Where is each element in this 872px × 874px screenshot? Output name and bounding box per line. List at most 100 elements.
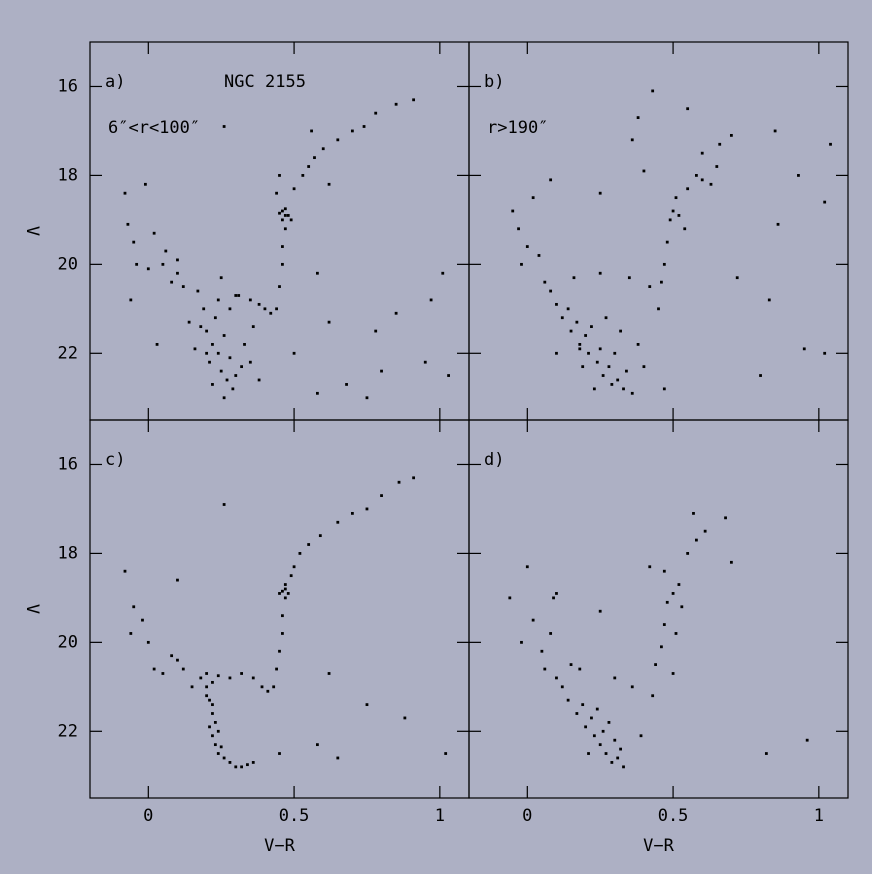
star-point — [729, 560, 733, 564]
star-point — [622, 387, 625, 391]
star-point — [298, 552, 302, 555]
star-point — [572, 276, 576, 280]
panel-label: a) — [105, 72, 125, 92]
star-point — [281, 209, 284, 213]
star-point — [275, 191, 278, 195]
star-point — [776, 222, 780, 226]
star-point — [278, 649, 281, 653]
star-point — [281, 614, 284, 618]
star-point — [581, 365, 585, 369]
star-point — [283, 214, 287, 217]
x-axis-label: V−R — [264, 836, 295, 856]
star-point — [587, 351, 590, 355]
panel-frame — [89, 419, 470, 799]
star-point — [441, 271, 445, 275]
star-point — [260, 685, 264, 689]
star-point — [123, 569, 127, 573]
star-point — [540, 649, 544, 653]
star-point — [205, 672, 209, 675]
star-point — [630, 391, 634, 395]
star-point — [598, 271, 602, 275]
star-point — [668, 218, 672, 222]
star-point — [642, 169, 646, 173]
panel-subtitle: 6″<r<100″ — [108, 118, 200, 138]
panel-frame — [468, 419, 849, 799]
star-point — [286, 214, 290, 217]
star-point — [560, 685, 564, 689]
star-point — [625, 369, 628, 373]
star-point — [216, 351, 220, 355]
y-tick-label: 20 — [58, 254, 78, 274]
star-point — [662, 262, 666, 266]
star-point — [531, 196, 535, 200]
star-point — [374, 111, 378, 115]
star-point — [240, 365, 243, 369]
star-point — [211, 383, 214, 386]
star-point — [764, 752, 768, 755]
star-point — [246, 763, 249, 767]
star-point — [126, 222, 130, 226]
star-point — [208, 725, 211, 729]
star-point — [660, 280, 663, 284]
star-point — [648, 285, 652, 288]
star-point — [310, 129, 313, 133]
star-point — [584, 725, 588, 729]
star-point — [598, 191, 602, 195]
star-point — [601, 729, 605, 733]
star-point — [228, 761, 232, 764]
star-point — [549, 632, 553, 635]
star-point — [170, 280, 174, 284]
star-point — [129, 632, 133, 635]
star-point — [595, 360, 599, 364]
star-point — [805, 738, 809, 742]
star-point — [234, 765, 238, 769]
star-point — [584, 334, 588, 337]
star-point — [587, 752, 590, 755]
star-point — [141, 618, 144, 622]
star-point — [278, 211, 281, 215]
star-point — [613, 738, 617, 742]
star-point — [566, 307, 570, 311]
y-tick-label: 16 — [58, 76, 78, 96]
star-point — [190, 685, 194, 689]
star-point — [275, 307, 278, 311]
star-point — [205, 351, 209, 355]
star-point — [555, 351, 558, 355]
star-point — [211, 734, 214, 738]
star-point — [336, 520, 340, 524]
star-point — [686, 187, 690, 191]
star-point — [257, 378, 261, 382]
star-point — [193, 347, 197, 351]
star-point — [619, 329, 622, 333]
star-point — [598, 609, 602, 613]
star-point — [234, 374, 238, 377]
star-point — [365, 396, 369, 400]
star-point — [278, 752, 281, 755]
x-tick-label: 1 — [814, 806, 824, 826]
star-point — [362, 125, 366, 128]
x-axis-label: V−R — [643, 836, 674, 856]
star-point — [216, 729, 220, 733]
star-point — [700, 151, 704, 155]
star-point — [202, 307, 206, 311]
star-point — [592, 734, 596, 738]
star-point — [531, 618, 535, 622]
star-point — [248, 298, 252, 302]
star-point — [211, 680, 214, 684]
star-point — [278, 174, 281, 177]
y-axis-label: V — [22, 226, 42, 236]
star-point — [228, 356, 232, 360]
star-point — [598, 347, 602, 351]
star-point — [289, 574, 293, 578]
star-point — [412, 476, 416, 480]
star-point — [511, 209, 515, 213]
star-point — [257, 302, 261, 306]
star-point — [662, 569, 666, 573]
star-point — [549, 289, 553, 293]
star-point — [316, 271, 319, 275]
star-point — [199, 676, 203, 680]
star-point — [616, 756, 620, 760]
star-point — [208, 698, 211, 702]
star-point — [590, 325, 593, 329]
star-point — [345, 383, 348, 386]
